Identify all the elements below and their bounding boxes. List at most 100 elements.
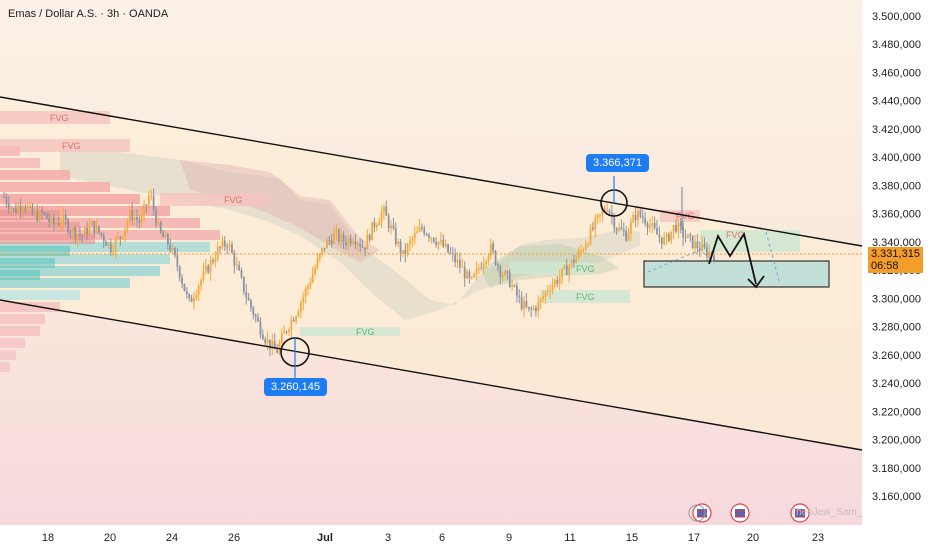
candle-body [480,268,483,270]
candle-body [373,222,376,228]
candle-body [620,227,623,230]
candle-body [5,196,8,204]
volume-profile-poc [0,210,60,220]
candle-body [404,249,407,254]
candle-body [651,222,654,226]
candle-body [530,308,533,310]
x-tick-label: 26 [228,532,240,544]
candle-body [221,240,224,248]
candle-body [24,207,27,210]
candle-body [41,209,43,213]
chart-title: Emas / Dollar A.S. · 3h · OANDA [8,8,169,20]
candle-body [660,237,663,245]
candle-body [107,242,110,246]
candle-body [558,277,561,284]
candle-body [138,219,141,223]
candle-body [356,243,359,245]
candle-body [492,243,495,251]
candle-body [164,234,167,238]
candle-body [14,208,17,213]
y-tick-label: 3.200,000 [872,435,921,447]
candle-body [318,253,321,259]
candle-body [606,210,609,212]
candle-body [264,339,267,344]
candle-body [397,241,400,244]
candle-body [302,296,305,303]
candle-body [79,234,81,236]
y-tick-label: 3.240,000 [872,378,921,390]
candle-body [689,234,692,236]
candle-body [69,232,72,234]
candle-body [62,214,65,224]
candle-body [656,228,658,235]
candle-body [162,232,164,238]
x-tick-label: 20 [104,532,116,544]
candle-body [461,266,464,268]
candle-body [71,228,74,233]
x-tick-label: Jul [317,532,333,544]
projection-dashed [765,231,781,285]
projection-arrowhead [747,275,765,289]
y-tick-label: 3.340,000 [872,237,921,249]
candle-body [309,282,312,286]
candle-body [423,228,426,235]
demand-zone [643,260,830,288]
candle-body [580,249,582,252]
candle-body [347,238,350,246]
candle-body [147,196,150,205]
candle-body [418,227,421,232]
y-tick-label: 3.380,000 [872,180,921,192]
candle-body [644,218,647,224]
candle-body [259,321,262,335]
candle-body [121,236,124,239]
y-tick-label: 3.400,000 [872,152,921,164]
candle-body [489,243,492,256]
candle-body [672,224,675,232]
fvg-label: FVG [576,264,595,274]
candle-body [594,218,597,230]
candle-body [55,223,58,225]
candle-body [432,237,435,242]
candle-body [470,276,473,279]
x-tick-label: 17 [688,532,700,544]
candle-body [335,230,338,233]
candle-body [216,247,219,260]
candle-body [473,273,476,277]
candle-body [513,285,516,287]
candle-body [454,253,457,263]
candle-body [508,272,511,287]
candle-body [105,241,108,246]
candle-body [150,196,153,198]
candle-body [48,218,51,222]
candle-body [57,223,60,225]
candle-body [516,285,518,296]
candle-body [667,234,670,242]
volume-profile-bar [0,278,130,288]
x-tick-label: 23 [812,532,824,544]
candle-body [93,221,96,233]
candle-body [352,242,354,244]
volume-profile-poc [0,270,40,280]
channel-upper-line [0,96,863,247]
candle-body [88,225,91,235]
candle-body [577,251,580,258]
candle-body [456,259,459,263]
fvg-label: FVG [576,292,595,302]
candle-body [570,260,573,267]
candle-body [269,339,271,349]
candle-body [670,231,673,242]
y-tick-label: 3.440,000 [872,96,921,108]
candle-body [368,234,371,241]
candle-body [126,221,129,229]
candle-body [568,266,571,276]
candle-body [675,224,677,232]
volume-profile-bar [0,206,170,216]
candle-body [634,215,637,220]
candle-body [653,222,656,229]
candle-body [200,279,202,286]
candle-body [387,215,390,228]
candle-body [527,306,530,309]
candle-body [190,298,193,302]
candle-body [316,258,319,268]
